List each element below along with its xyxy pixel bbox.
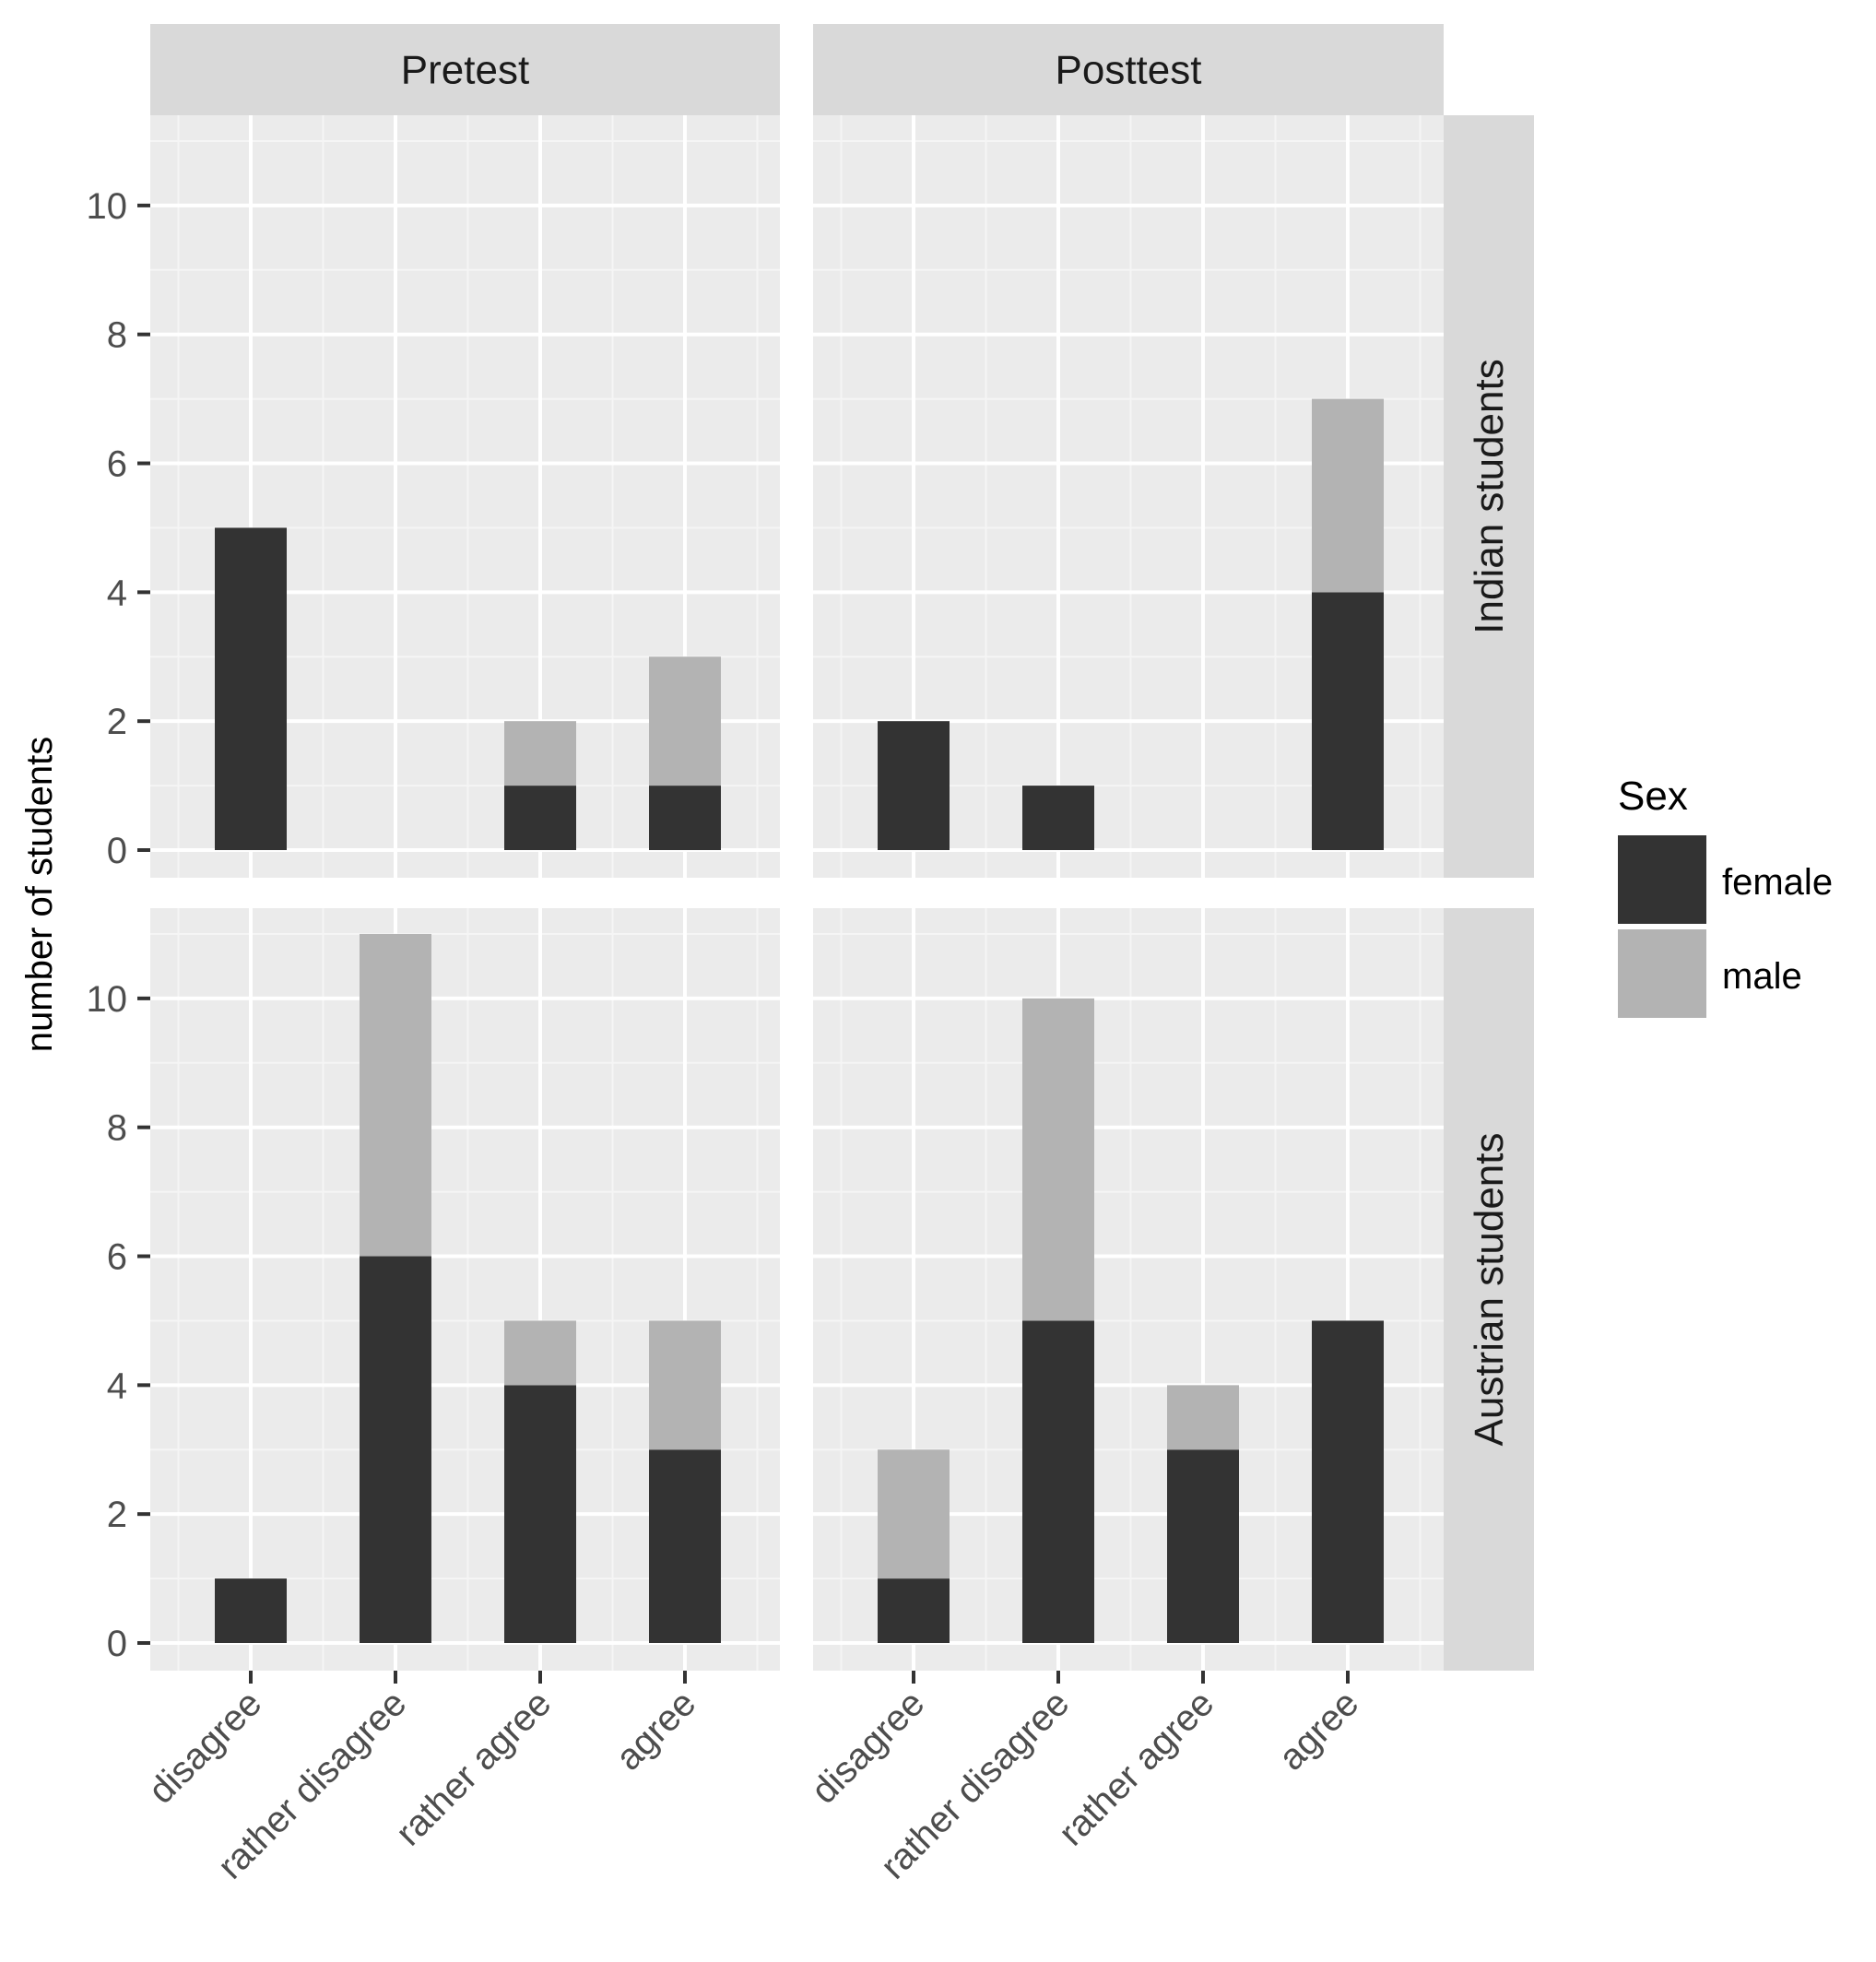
bar-austrian-students-pretest-agree-female [649,1449,721,1643]
y-tick-label: 2 [107,702,127,742]
x-tick-label-disagree: disagree [141,1683,270,1812]
panel-indian-students-pretest [150,115,780,878]
legend-key-female [1618,835,1706,924]
bar-indian-students-posttest-agree-male [1312,398,1384,593]
x-tick-label-disagree: disagree [804,1683,933,1812]
y-tick-label: 2 [107,1495,127,1535]
bar-austrian-students-pretest-rather-agree-female [504,1385,576,1643]
strip-label-posttest: Posttest [1056,48,1202,93]
bar-indian-students-posttest-rather-disagree-female [1022,786,1094,850]
strips-layer: Pretest Posttest Indian students Austrian s… [150,24,1534,1671]
strip-label-indian-students: Indian students [1467,359,1512,633]
bar-austrian-students-pretest-rather-disagree-female [360,1256,431,1643]
y-tick-label: 10 [87,979,128,1020]
bar-austrian-students-posttest-disagree-female [878,1578,950,1643]
legend-label-female: female [1722,862,1833,903]
y-tick-label: 4 [107,1365,127,1406]
bar-austrian-students-pretest-rather-agree-male [504,1320,576,1386]
panel-austrian-students-pretest [150,908,780,1671]
bar-indian-students-pretest-agree-male [649,656,721,786]
strip-label-austrian-students: Austrian students [1467,1133,1512,1447]
panel-austrian-students-posttest [813,908,1444,1671]
strip-pretest [150,24,780,115]
x-tick-label-rather-agree: rather agree [388,1683,559,1853]
y-tick-label: 0 [107,831,127,871]
panels-layer [150,115,1444,1671]
y-tick-label: 10 [87,186,128,227]
bar-indian-students-posttest-disagree-female [878,721,950,850]
bar-austrian-students-posttest-rather-agree-female [1167,1449,1239,1643]
bar-indian-students-pretest-rather-agree-female [504,786,576,850]
y-tick-label: 0 [107,1624,127,1664]
strip-label-pretest: Pretest [401,48,529,93]
bar-austrian-students-posttest-disagree-male [878,1449,950,1579]
strip-posttest [813,24,1444,115]
bar-austrian-students-pretest-agree-male [649,1320,721,1450]
strip-austrian-students [1444,908,1534,1671]
bar-austrian-students-posttest-rather-disagree-male [1022,998,1094,1321]
bar-austrian-students-posttest-rather-disagree-female [1022,1320,1094,1643]
legend-label-male: male [1722,956,1802,997]
x-tick-label-agree: agree [608,1683,703,1778]
bar-austrian-students-pretest-disagree-female [215,1578,287,1643]
x-tick-label-agree: agree [1271,1683,1366,1778]
bar-indian-students-posttest-agree-female [1312,592,1384,850]
y-tick-label: 6 [107,444,127,485]
bar-austrian-students-posttest-agree-female [1312,1320,1384,1643]
bar-austrian-students-posttest-rather-agree-male [1167,1385,1239,1450]
y-tick-label: 6 [107,1237,127,1278]
bar-indian-students-pretest-agree-female [649,786,721,850]
legend: Sex female male [1618,774,1833,1018]
strip-indian-students [1444,115,1534,878]
y-tick-label: 8 [107,315,127,356]
panel-indian-students-posttest [813,115,1444,878]
bar-indian-students-pretest-disagree-female [215,527,287,850]
bar-indian-students-pretest-rather-agree-male [504,721,576,786]
bar-austrian-students-pretest-rather-disagree-male [360,933,431,1257]
y-axis-title: number of students [19,737,60,1052]
legend-key-male [1618,929,1706,1018]
y-tick-label: 8 [107,1108,127,1149]
x-tick-label-rather-agree: rather agree [1051,1683,1221,1853]
legend-title: Sex [1618,774,1688,819]
y-tick-label: 4 [107,573,127,613]
